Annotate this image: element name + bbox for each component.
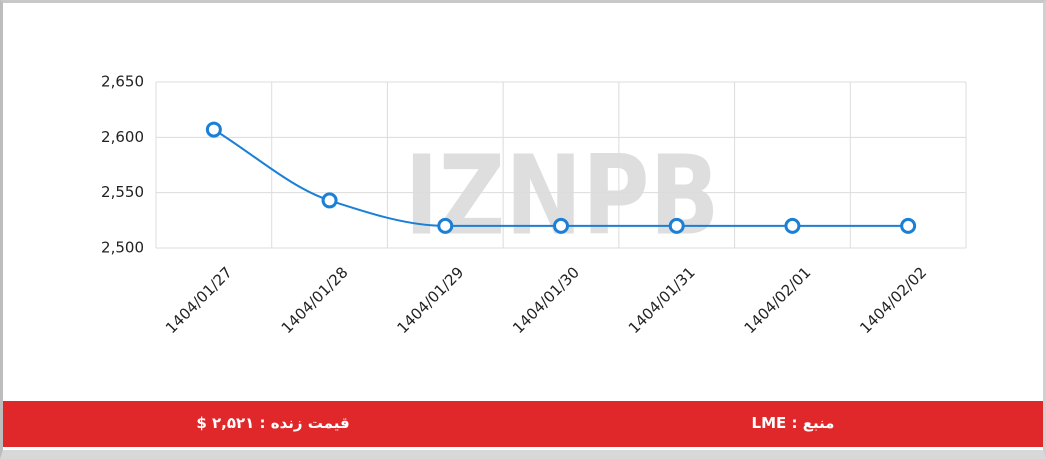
x-tick-label: 1404/02/02	[856, 263, 930, 337]
footer: قیمت زنده : ۲,۵۲۱ $ منبع : LME	[3, 401, 1043, 447]
point	[784, 217, 801, 234]
x-tick-label: 1404/01/30	[509, 263, 583, 337]
x-tick-label: 1404/01/31	[625, 263, 699, 337]
x-tick-label: 1404/01/27	[162, 263, 236, 337]
source: منبع : LME	[751, 414, 835, 432]
y-tick-label: 2,600	[101, 128, 144, 146]
point	[321, 192, 338, 209]
point	[205, 121, 222, 138]
y-tick-label: 2,550	[101, 183, 144, 201]
point	[437, 217, 454, 234]
x-tick-label: 1404/01/28	[278, 263, 352, 337]
y-tick-label: 2,500	[101, 239, 144, 257]
y-tick-label: 2,650	[101, 73, 144, 91]
x-tick-label: 1404/02/01	[741, 263, 815, 337]
point	[668, 217, 685, 234]
point	[900, 217, 917, 234]
watermark: IZNPB	[405, 131, 720, 259]
point	[553, 217, 569, 234]
live-price: قیمت زنده : ۲,۵۲۱ $	[196, 414, 350, 432]
x-tick-label: 1404/01/29	[393, 263, 467, 337]
